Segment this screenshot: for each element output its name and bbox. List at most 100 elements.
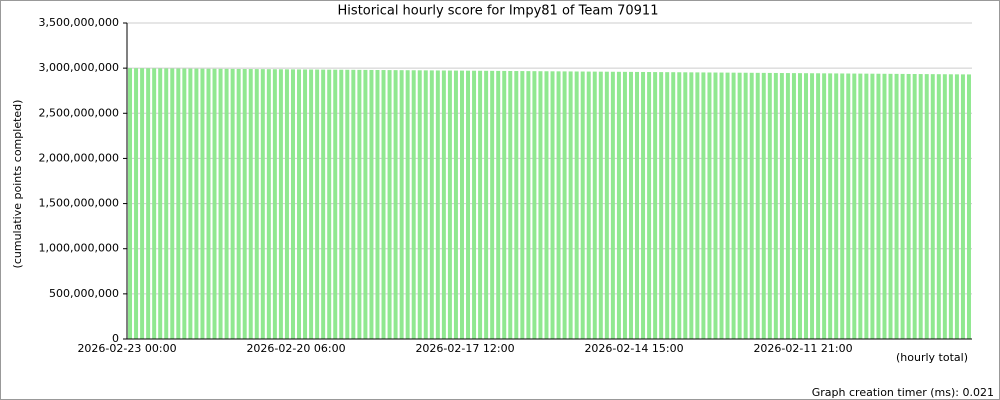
bar [888,73,893,339]
bar [508,70,513,340]
bar [345,69,350,339]
bar [369,69,374,339]
bar [357,69,362,340]
bar [894,73,899,339]
bar [719,72,724,339]
bar [852,73,857,339]
bar [870,73,875,339]
bar [496,70,501,339]
bar [200,68,205,339]
bar [574,71,579,339]
bar [622,71,627,339]
bar [779,73,784,340]
bar [960,74,965,340]
bar [242,69,247,339]
bar [816,73,821,339]
bar [387,70,392,340]
bar [846,73,851,339]
bar [459,70,464,339]
bar [677,72,682,339]
bar [212,68,217,340]
bar [333,69,338,340]
y-tick-label: 1,500,000,000 [39,197,119,210]
bar [544,71,549,339]
bar [822,73,827,339]
bar [725,72,730,339]
x-tick-label: 2026-02-17 12:00 [415,342,514,355]
bar [490,70,495,339]
bar [478,70,483,340]
bar [532,71,537,340]
bar [858,73,863,340]
chart-title: Historical hourly score for Impy81 of Te… [338,4,659,19]
bar [671,72,676,339]
x-tick-label: 2026-02-11 21:00 [753,342,852,355]
y-tick-label: 500,000,000 [49,287,119,300]
bar [297,69,302,339]
bar [906,73,911,340]
bar [743,72,748,339]
bar [828,73,833,339]
bar [767,72,772,339]
bar [900,73,905,339]
bar [966,74,971,339]
bar [411,70,416,339]
y-tick-label: 2,000,000,000 [39,151,119,164]
bar [278,69,283,340]
bar [520,71,525,339]
bar [176,68,181,339]
bar [707,72,712,340]
bar [804,73,809,340]
bar [948,74,953,339]
bar [556,71,561,340]
bar [797,73,802,339]
bar [339,69,344,340]
bar [375,69,380,339]
bar [393,70,398,339]
bar [526,71,531,339]
y-axis-label: (cumulative points completed) [11,100,24,269]
bar [164,68,169,340]
bar [701,72,706,339]
bar [309,69,314,340]
bar [363,69,368,339]
bar [810,73,815,339]
bar [441,70,446,339]
bar [466,70,471,339]
bar [592,71,597,339]
bar [351,69,356,339]
bar [942,74,947,339]
bar [598,71,603,339]
bar [453,70,458,340]
bar [912,74,917,340]
bar [924,74,929,339]
bar [230,68,235,340]
bar [659,72,664,340]
y-tick-label: 3,500,000,000 [39,16,119,29]
x-axis-label: (hourly total) [896,351,968,364]
bar [683,72,688,340]
bar [381,70,386,340]
bar [303,69,308,340]
bar [514,71,519,340]
bar [876,73,881,339]
bar [918,74,923,339]
bar [435,70,440,340]
bar [272,69,277,339]
bar [930,74,935,340]
bar [140,68,145,339]
bar [713,72,718,339]
bar [755,72,760,340]
bar [689,72,694,340]
bar [447,70,452,339]
bar [695,72,700,339]
bar [647,72,652,339]
bar [653,72,658,339]
bar [665,72,670,339]
bar [170,68,175,339]
bar [628,71,633,340]
bar [194,68,199,339]
bar [266,69,271,339]
bar [158,68,163,340]
